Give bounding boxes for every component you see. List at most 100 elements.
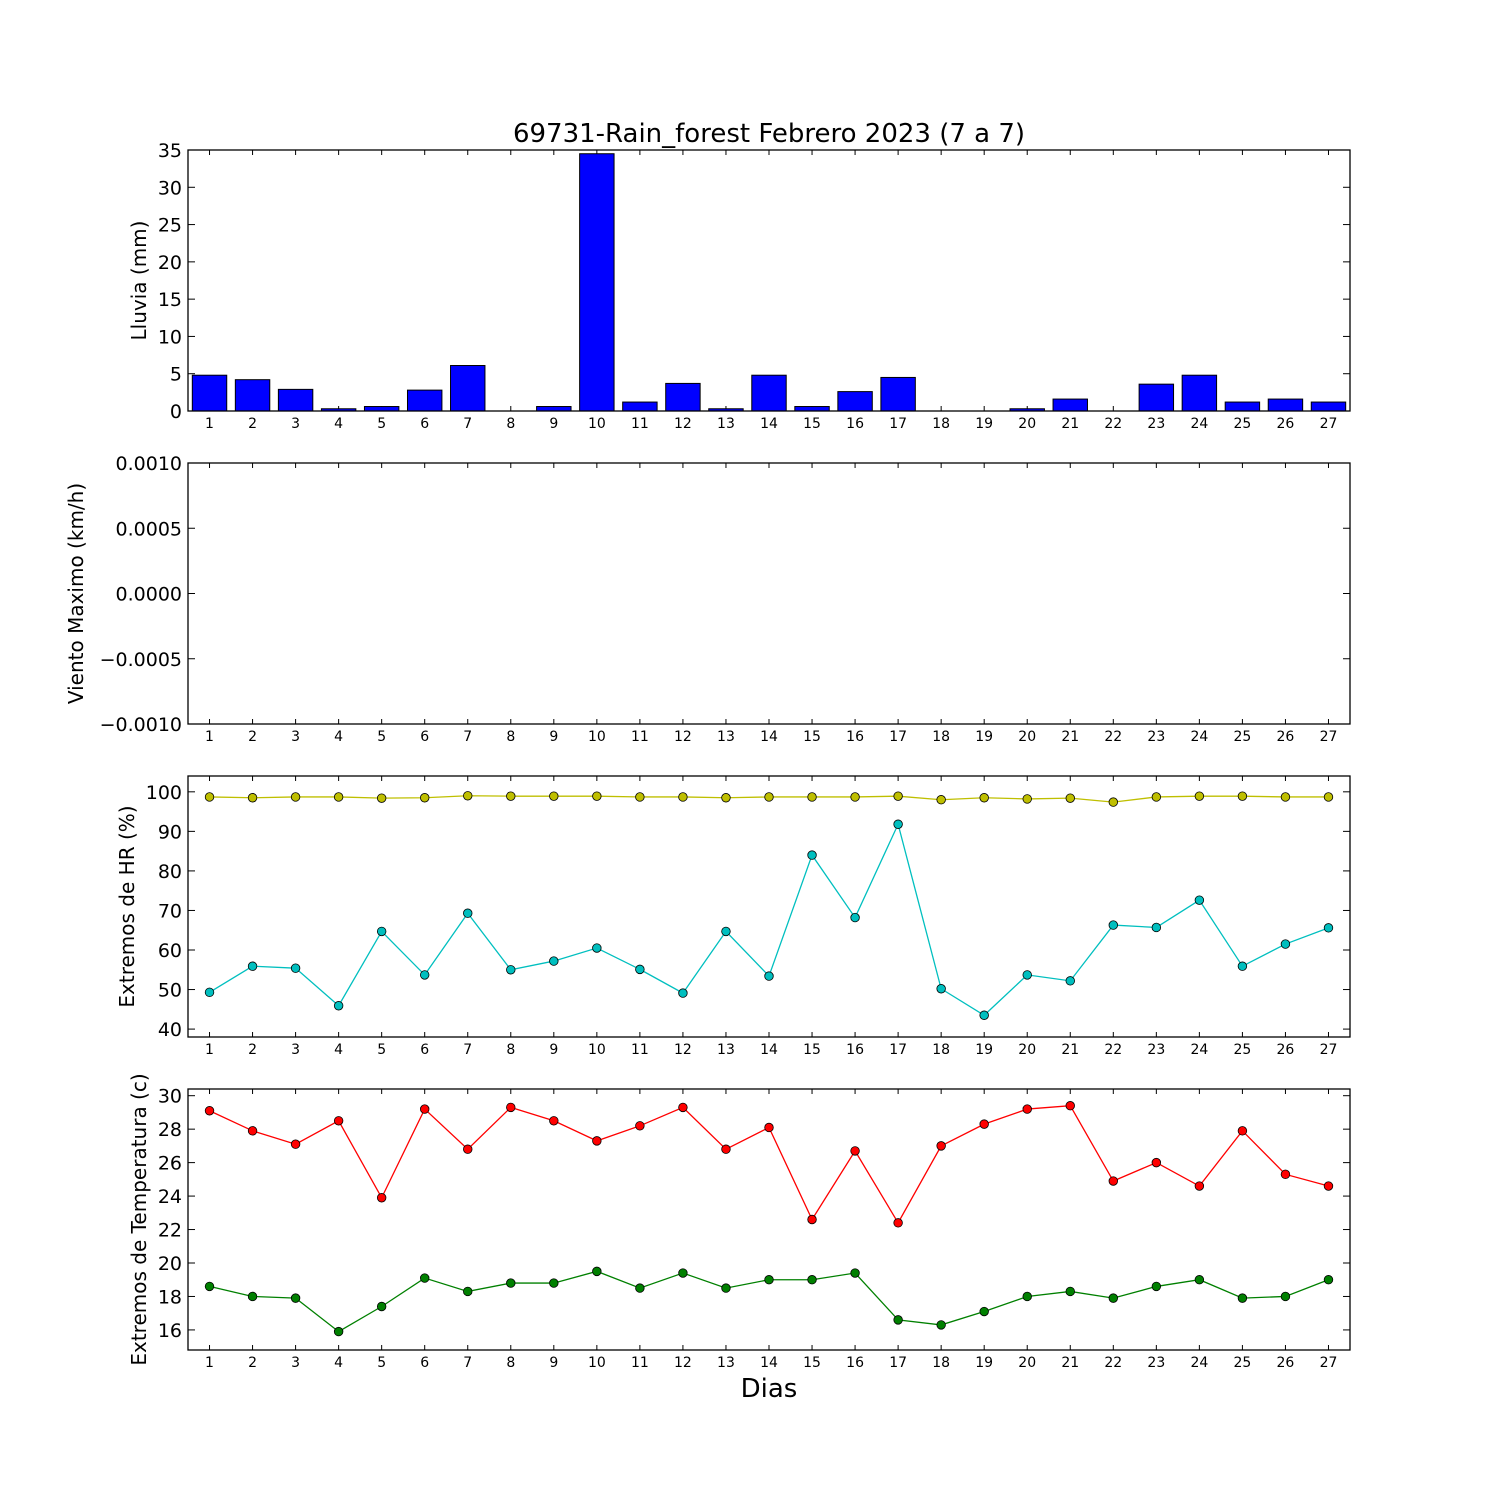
data-point xyxy=(549,791,559,801)
data-point xyxy=(290,792,301,802)
x-tick-label: 23 xyxy=(1147,1355,1165,1371)
data-point xyxy=(764,792,774,802)
data-point xyxy=(893,1315,903,1325)
x-tick-label: 11 xyxy=(631,729,649,745)
rain-bar xyxy=(450,365,486,412)
y-tick-label: 0.0010 xyxy=(116,453,182,475)
y-tick-label: 22 xyxy=(158,1220,182,1242)
data-point xyxy=(463,791,473,801)
data-point xyxy=(1280,939,1291,949)
y-tick-label: 18 xyxy=(158,1286,182,1308)
rain-bar xyxy=(191,374,228,412)
x-tick-label: 1 xyxy=(205,729,214,745)
x-tick-label: 4 xyxy=(334,1355,343,1371)
x-tick-label: 2 xyxy=(248,1355,257,1371)
data-point xyxy=(420,793,430,803)
rain-bar xyxy=(363,406,400,412)
x-tick-label: 10 xyxy=(588,416,606,432)
data-point xyxy=(1065,976,1075,986)
data-point xyxy=(1237,1293,1248,1303)
data-point xyxy=(635,964,645,975)
y-tick-label: 26 xyxy=(158,1153,182,1175)
data-point xyxy=(936,984,946,994)
data-point xyxy=(463,908,473,918)
data-point xyxy=(204,987,215,998)
x-tick-label: 10 xyxy=(588,729,606,745)
data-point xyxy=(506,1102,516,1113)
data-point xyxy=(1151,792,1162,802)
rain-bar xyxy=(1181,374,1218,412)
data-point xyxy=(1151,922,1162,933)
data-point xyxy=(290,963,301,973)
x-tick-label: 24 xyxy=(1190,1042,1208,1058)
data-point xyxy=(1194,791,1205,801)
x-tick-label: 22 xyxy=(1104,1355,1122,1371)
rain-bar xyxy=(536,406,572,412)
data-point xyxy=(678,1268,688,1278)
rain-bar xyxy=(880,376,916,412)
x-tick-label: 23 xyxy=(1147,416,1165,432)
data-point xyxy=(1280,1169,1291,1180)
data-point xyxy=(635,1121,645,1131)
x-tick-label: 27 xyxy=(1320,1042,1338,1058)
data-point xyxy=(247,961,258,971)
x-tick-label: 3 xyxy=(291,1355,300,1371)
data-point xyxy=(807,850,817,860)
chart-title: 69731-Rain_forest Febrero 2023 (7 a 7) xyxy=(513,119,1025,149)
x-tick-label: 15 xyxy=(803,729,821,745)
data-point xyxy=(1108,1293,1118,1303)
x-tick-label: 5 xyxy=(377,729,386,745)
x-tick-label: 16 xyxy=(846,729,864,745)
data-point xyxy=(549,956,559,966)
y-tick-label: 5 xyxy=(170,364,182,386)
data-point xyxy=(506,965,516,975)
x-tick-label: 20 xyxy=(1018,1042,1036,1058)
x-tick-label: 7 xyxy=(463,729,472,745)
x-tick-label: 17 xyxy=(889,416,907,432)
y-tick-label: −0.0005 xyxy=(100,649,182,671)
y-tick-label: 60 xyxy=(158,940,182,962)
data-point xyxy=(1022,794,1032,804)
x-tick-label: 5 xyxy=(377,1355,386,1371)
plot-frame xyxy=(187,462,1351,725)
x-tick-label: 2 xyxy=(248,729,257,745)
data-point xyxy=(764,1122,774,1133)
data-point xyxy=(893,819,903,829)
data-point xyxy=(764,971,774,981)
data-point xyxy=(807,1214,817,1225)
y-axis-label: Extremos de HR (%) xyxy=(115,805,139,1007)
x-tick-label: 10 xyxy=(588,1355,606,1371)
data-point xyxy=(376,1193,387,1203)
x-tick-label: 13 xyxy=(717,729,735,745)
x-tick-label: 8 xyxy=(506,416,515,432)
data-point xyxy=(506,791,516,801)
x-tick-label: 21 xyxy=(1061,1355,1079,1371)
data-point xyxy=(1065,1101,1075,1111)
data-point xyxy=(549,1116,559,1126)
data-point xyxy=(420,1104,430,1114)
data-point xyxy=(678,792,688,802)
data-point xyxy=(1108,920,1118,930)
data-point xyxy=(1194,1181,1205,1191)
x-tick-label: 1 xyxy=(205,416,214,432)
data-point xyxy=(1022,970,1032,980)
x-tick-label: 17 xyxy=(889,729,907,745)
x-tick-label: 1 xyxy=(205,1355,214,1371)
y-tick-label: 35 xyxy=(158,140,182,162)
data-point xyxy=(979,1010,989,1020)
data-point xyxy=(807,1275,817,1285)
rain-bar xyxy=(837,391,873,412)
data-point xyxy=(936,1141,946,1151)
rain-bar xyxy=(1310,401,1347,412)
x-tick-label: 27 xyxy=(1320,416,1338,432)
data-point xyxy=(247,793,258,803)
x-tick-label: 19 xyxy=(975,1355,993,1371)
y-tick-label: 25 xyxy=(158,215,182,237)
rain-bar xyxy=(406,389,443,412)
data-point xyxy=(1151,1157,1162,1168)
x-tick-label: 24 xyxy=(1190,1355,1208,1371)
y-tick-label: 20 xyxy=(158,252,182,274)
data-point xyxy=(333,792,344,802)
